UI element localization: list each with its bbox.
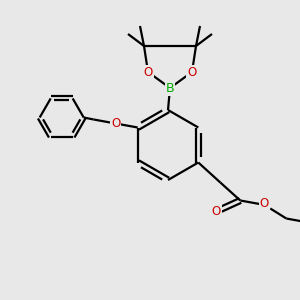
Text: O: O [260, 197, 269, 210]
Text: O: O [143, 65, 153, 79]
Text: O: O [188, 65, 196, 79]
Text: B: B [166, 82, 174, 94]
Text: O: O [212, 205, 221, 218]
Text: O: O [111, 117, 120, 130]
